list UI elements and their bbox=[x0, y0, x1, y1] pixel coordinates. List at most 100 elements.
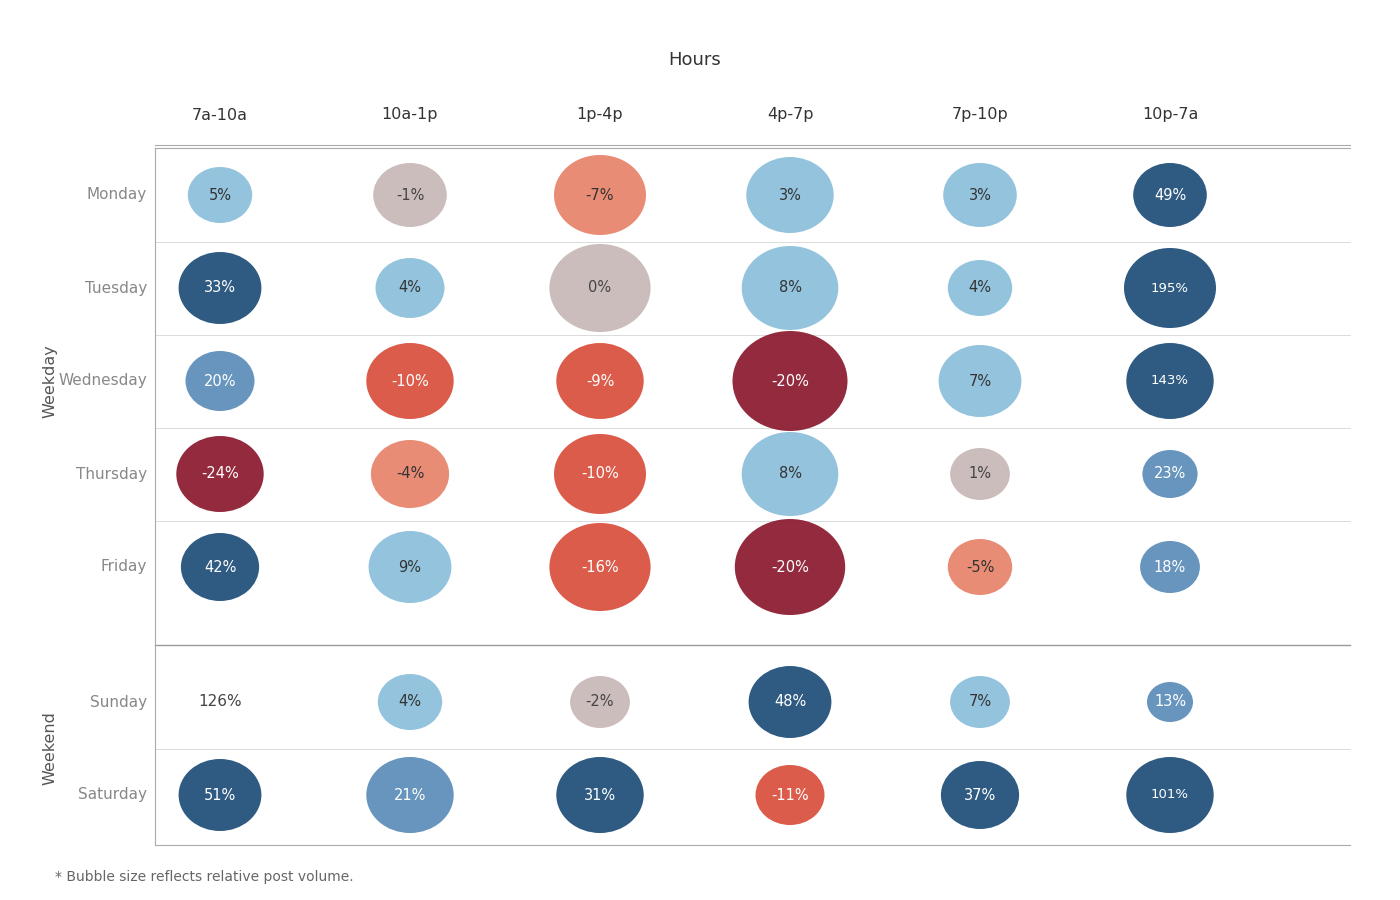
Ellipse shape bbox=[742, 432, 839, 516]
Text: 8%: 8% bbox=[778, 466, 801, 482]
Text: -7%: -7% bbox=[585, 187, 615, 202]
Ellipse shape bbox=[378, 674, 442, 730]
Text: Weekday: Weekday bbox=[42, 344, 57, 418]
Ellipse shape bbox=[746, 157, 834, 233]
Text: -9%: -9% bbox=[585, 374, 615, 389]
Ellipse shape bbox=[570, 676, 630, 728]
Ellipse shape bbox=[188, 167, 252, 223]
Text: Monday: Monday bbox=[87, 187, 147, 202]
Ellipse shape bbox=[374, 163, 447, 227]
Ellipse shape bbox=[944, 163, 1016, 227]
Ellipse shape bbox=[375, 258, 445, 318]
Text: 7p-10p: 7p-10p bbox=[952, 107, 1008, 122]
Ellipse shape bbox=[1126, 343, 1214, 419]
Text: 51%: 51% bbox=[204, 788, 237, 803]
Text: 42%: 42% bbox=[204, 560, 237, 574]
Ellipse shape bbox=[179, 759, 262, 831]
Ellipse shape bbox=[756, 765, 825, 825]
Text: Sunday: Sunday bbox=[90, 695, 147, 709]
Ellipse shape bbox=[368, 531, 451, 603]
Text: 33%: 33% bbox=[204, 281, 237, 295]
Text: 3%: 3% bbox=[969, 187, 991, 202]
Ellipse shape bbox=[554, 434, 645, 514]
Text: 7%: 7% bbox=[969, 374, 991, 389]
Ellipse shape bbox=[367, 757, 454, 833]
Ellipse shape bbox=[176, 436, 263, 512]
Text: 10p-7a: 10p-7a bbox=[1142, 107, 1198, 122]
Ellipse shape bbox=[941, 761, 1019, 829]
Text: -24%: -24% bbox=[202, 466, 239, 482]
Text: 4%: 4% bbox=[399, 695, 421, 709]
Text: -20%: -20% bbox=[771, 560, 809, 574]
Ellipse shape bbox=[1147, 682, 1193, 722]
Text: 49%: 49% bbox=[1154, 187, 1186, 202]
Text: 4p-7p: 4p-7p bbox=[767, 107, 813, 122]
Ellipse shape bbox=[185, 351, 255, 411]
Ellipse shape bbox=[1133, 163, 1207, 227]
Text: -10%: -10% bbox=[391, 374, 428, 389]
Text: 8%: 8% bbox=[778, 281, 801, 295]
Text: 9%: 9% bbox=[399, 560, 421, 574]
Ellipse shape bbox=[549, 523, 651, 611]
Ellipse shape bbox=[749, 666, 832, 738]
Text: 7a-10a: 7a-10a bbox=[192, 107, 248, 122]
Ellipse shape bbox=[732, 331, 847, 431]
Ellipse shape bbox=[371, 440, 449, 508]
Text: 18%: 18% bbox=[1154, 560, 1186, 574]
Text: -1%: -1% bbox=[396, 187, 424, 202]
Text: 1p-4p: 1p-4p bbox=[577, 107, 623, 122]
Text: Thursday: Thursday bbox=[76, 466, 147, 482]
Text: 13%: 13% bbox=[1154, 695, 1186, 709]
Text: -20%: -20% bbox=[771, 374, 809, 389]
Ellipse shape bbox=[742, 246, 839, 330]
Text: 31%: 31% bbox=[584, 788, 616, 803]
Ellipse shape bbox=[938, 345, 1022, 417]
Ellipse shape bbox=[556, 757, 644, 833]
Ellipse shape bbox=[948, 260, 1012, 316]
Text: -11%: -11% bbox=[771, 788, 809, 803]
Text: -10%: -10% bbox=[581, 466, 619, 482]
Ellipse shape bbox=[1124, 248, 1217, 328]
Ellipse shape bbox=[181, 533, 259, 601]
Text: 21%: 21% bbox=[393, 788, 426, 803]
Ellipse shape bbox=[1142, 450, 1197, 498]
Text: Tuesday: Tuesday bbox=[85, 281, 147, 295]
Text: 4%: 4% bbox=[399, 281, 421, 295]
Text: 1%: 1% bbox=[969, 466, 991, 482]
Text: Weekend: Weekend bbox=[42, 712, 57, 786]
Ellipse shape bbox=[951, 448, 1009, 500]
Text: 3%: 3% bbox=[778, 187, 801, 202]
Text: 143%: 143% bbox=[1151, 374, 1189, 388]
Text: * Bubble size reflects relative post volume.: * Bubble size reflects relative post vol… bbox=[55, 870, 354, 884]
Text: 20%: 20% bbox=[204, 374, 237, 389]
Ellipse shape bbox=[951, 676, 1009, 728]
Text: -5%: -5% bbox=[966, 560, 994, 574]
Text: 37%: 37% bbox=[963, 788, 997, 803]
Ellipse shape bbox=[554, 155, 645, 235]
Text: 7%: 7% bbox=[969, 695, 991, 709]
Text: 101%: 101% bbox=[1151, 788, 1189, 802]
Ellipse shape bbox=[179, 252, 262, 324]
Ellipse shape bbox=[1126, 757, 1214, 833]
Ellipse shape bbox=[556, 343, 644, 419]
Text: 48%: 48% bbox=[774, 695, 806, 709]
Text: 195%: 195% bbox=[1151, 282, 1189, 294]
Text: Saturday: Saturday bbox=[78, 788, 147, 803]
Text: -2%: -2% bbox=[585, 695, 615, 709]
Ellipse shape bbox=[549, 244, 651, 332]
Text: Hours: Hours bbox=[669, 51, 721, 69]
Text: 10a-1p: 10a-1p bbox=[382, 107, 438, 122]
Text: 23%: 23% bbox=[1154, 466, 1186, 482]
Text: 126%: 126% bbox=[199, 695, 242, 709]
Text: Friday: Friday bbox=[101, 560, 147, 574]
Ellipse shape bbox=[367, 343, 454, 419]
Text: -16%: -16% bbox=[581, 560, 619, 574]
Text: 5%: 5% bbox=[209, 187, 231, 202]
Ellipse shape bbox=[1140, 541, 1200, 593]
Ellipse shape bbox=[948, 539, 1012, 595]
Text: 4%: 4% bbox=[969, 281, 991, 295]
Ellipse shape bbox=[735, 519, 846, 615]
Text: 0%: 0% bbox=[588, 281, 612, 295]
Text: -4%: -4% bbox=[396, 466, 424, 482]
Text: Wednesday: Wednesday bbox=[59, 374, 147, 389]
